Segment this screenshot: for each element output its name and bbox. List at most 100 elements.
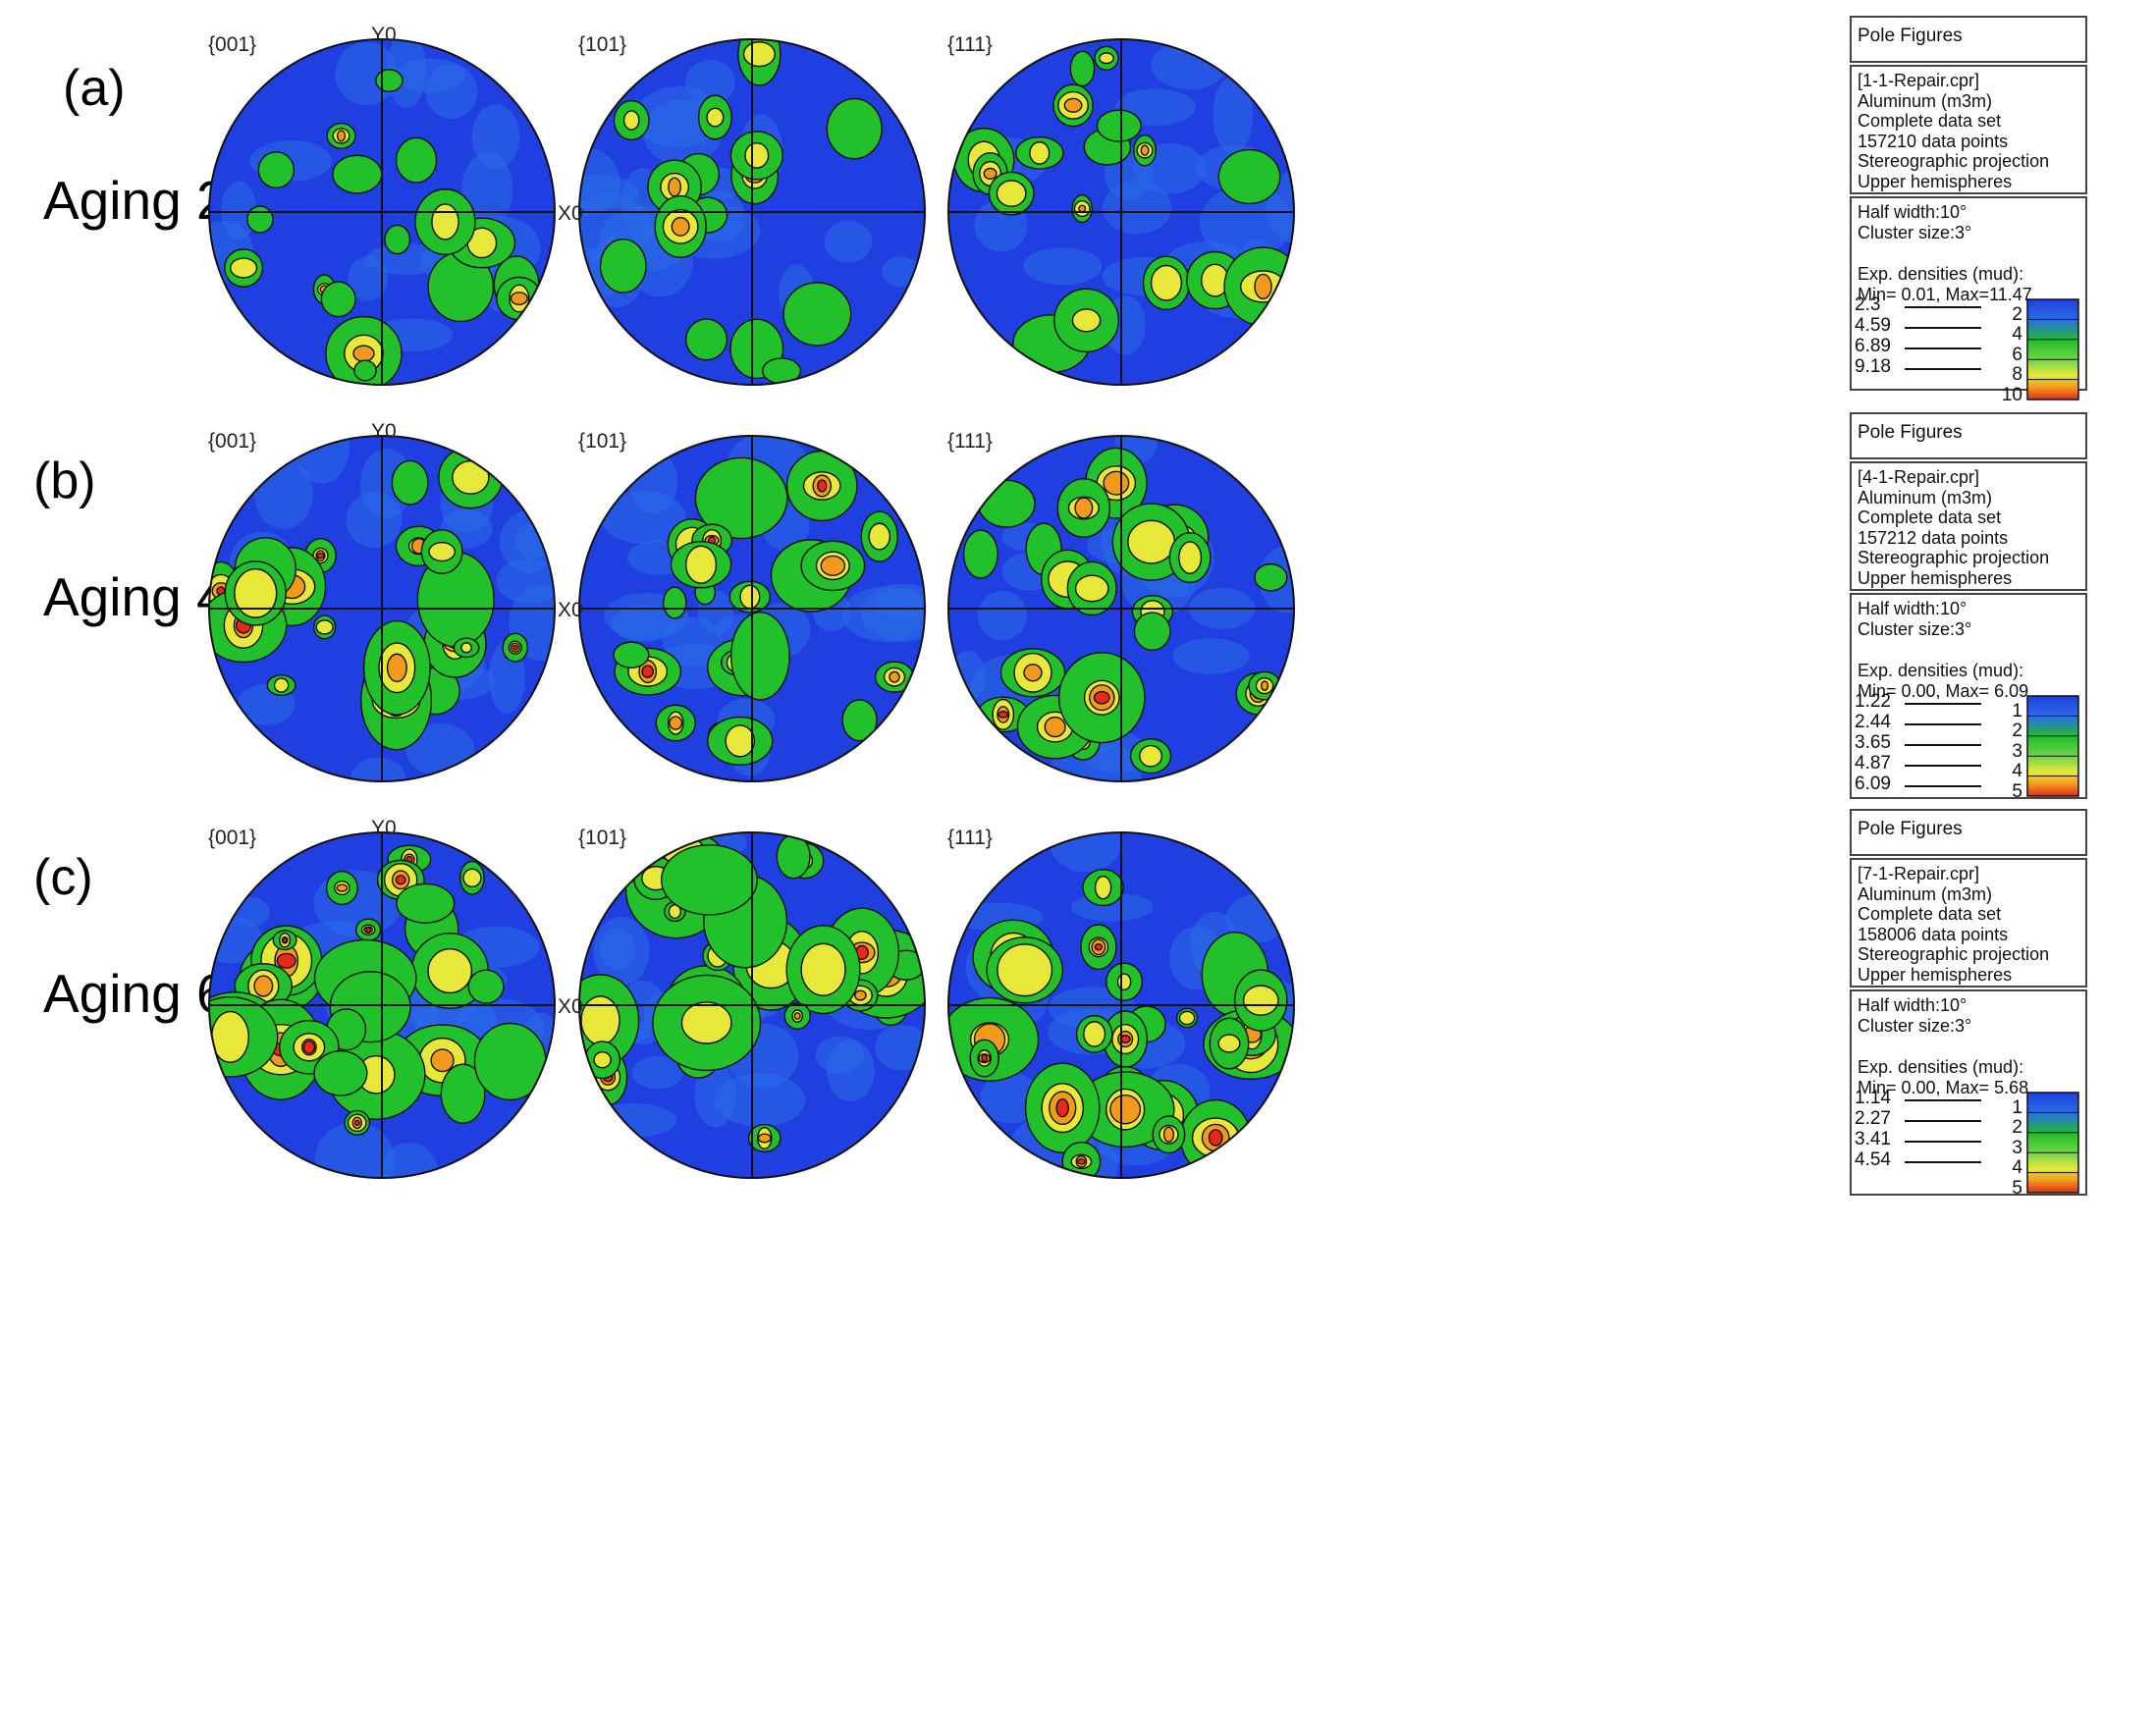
pole-figure-label: {111} bbox=[947, 430, 993, 453]
density-contour bbox=[981, 1053, 989, 1063]
density-contour bbox=[332, 154, 383, 194]
density-contour bbox=[1055, 1098, 1069, 1118]
density-contour bbox=[613, 641, 650, 668]
density-colorbar bbox=[2026, 298, 2079, 401]
density-param-line bbox=[1858, 1037, 2079, 1057]
density-contour bbox=[997, 711, 1009, 719]
box-title: Pole Figures bbox=[1858, 26, 1963, 46]
contour-level-value: 4.59 bbox=[1855, 315, 1891, 336]
density-contour bbox=[889, 670, 900, 683]
density-contour bbox=[680, 1001, 732, 1044]
density-contour bbox=[253, 975, 274, 997]
contour-level-line bbox=[1905, 744, 1981, 746]
density-param-line: Cluster size:3° bbox=[1858, 619, 1972, 639]
density-contour bbox=[1139, 744, 1163, 768]
dataset-info-line: Stereographic projection bbox=[1858, 151, 2050, 171]
density-colorbar bbox=[2026, 695, 2079, 797]
contour-level-line bbox=[1905, 1120, 1981, 1122]
contour-level-value: 3.65 bbox=[1855, 732, 1891, 753]
panel-label: (a) bbox=[63, 60, 126, 117]
density-contour bbox=[977, 479, 1036, 528]
density-contour bbox=[353, 359, 377, 382]
density-param-line: Half width:10° bbox=[1858, 599, 1967, 618]
density-contour bbox=[1094, 943, 1104, 951]
density-contour bbox=[742, 41, 776, 68]
density-contour bbox=[467, 969, 505, 1004]
density-contour bbox=[599, 238, 647, 294]
density-contour bbox=[1093, 690, 1110, 705]
y-axis-label: Y0 bbox=[371, 420, 397, 443]
density-param-line: Min= 0.00, Max= 5.68 bbox=[1858, 1078, 2029, 1097]
density-contour bbox=[997, 943, 1053, 997]
pole-figures-svg bbox=[208, 435, 1295, 782]
density-contour bbox=[800, 942, 846, 996]
density-contour bbox=[744, 141, 770, 169]
density-contour bbox=[512, 644, 518, 651]
density-contour bbox=[706, 107, 725, 128]
density-contour bbox=[1071, 308, 1102, 333]
dataset-info-box: [1-1-Repair.cpr] Aluminum (m3m) Complete d… bbox=[1850, 65, 2087, 194]
density-contour bbox=[694, 456, 788, 540]
density-contour bbox=[320, 281, 356, 318]
density-contour bbox=[395, 875, 406, 885]
density-contour bbox=[1254, 562, 1288, 592]
pole-figure-label: {111} bbox=[947, 827, 993, 849]
density-contour bbox=[353, 1119, 360, 1127]
density-contour bbox=[282, 936, 288, 943]
pole-figure-disc bbox=[579, 436, 925, 781]
dataset-info-line: Upper hemispheres bbox=[1858, 171, 2013, 191]
pole-figure-label: {001} bbox=[208, 430, 257, 453]
density-contour bbox=[1178, 541, 1203, 574]
pole-figure-label: {001} bbox=[208, 827, 257, 849]
contour-level-value: 1.14 bbox=[1855, 1088, 1891, 1108]
colorbar-fill bbox=[2026, 695, 2079, 797]
density-contour bbox=[826, 97, 883, 160]
density-contour bbox=[1099, 52, 1114, 65]
y-axis-label: Y0 bbox=[371, 817, 397, 839]
density-contour bbox=[510, 292, 528, 305]
pole-figure-disc bbox=[209, 436, 555, 781]
density-contour bbox=[820, 555, 846, 576]
colorbar-tick-label: 5 bbox=[2012, 1177, 2022, 1199]
density-contour bbox=[313, 1049, 368, 1096]
density-contour bbox=[1133, 612, 1171, 652]
density-contour bbox=[257, 151, 296, 189]
density-contour bbox=[1029, 140, 1051, 165]
contour-level-value: 2.27 bbox=[1855, 1108, 1891, 1129]
density-contour bbox=[1116, 973, 1132, 991]
contour-level-value: 3.41 bbox=[1855, 1129, 1891, 1149]
x-axis-label: X0 bbox=[558, 995, 583, 1018]
box-title: Pole Figures bbox=[1858, 819, 1963, 839]
density-contour bbox=[316, 552, 325, 560]
colorbar-tick-label: 2 bbox=[2012, 721, 2022, 742]
density-contour bbox=[1074, 497, 1094, 519]
density-contour bbox=[431, 203, 459, 240]
colorbar-tick-label: 2 bbox=[2012, 1117, 2022, 1139]
dataset-info-line: Upper hemispheres bbox=[1858, 964, 2013, 985]
box-title: Pole Figures bbox=[1858, 422, 1963, 443]
x-axis-label: X0 bbox=[558, 599, 583, 621]
density-contour bbox=[730, 612, 790, 701]
density-contour bbox=[1127, 519, 1176, 564]
density-param-line: Cluster size:3° bbox=[1858, 223, 1972, 242]
density-contour bbox=[1109, 1094, 1142, 1125]
colorbar-tick-label: 1 bbox=[2012, 701, 2022, 721]
density-contour bbox=[841, 699, 878, 742]
colorbar-fill bbox=[2026, 1092, 2079, 1194]
density-contour bbox=[962, 529, 998, 579]
density-colorbar bbox=[2026, 1092, 2079, 1194]
dataset-info-line: Upper hemispheres bbox=[1858, 567, 2013, 588]
density-param-line bbox=[1858, 640, 2079, 661]
density-contour bbox=[440, 1063, 486, 1124]
density-contour bbox=[671, 216, 690, 237]
density-contour bbox=[336, 130, 347, 142]
pole-figure-label: {101} bbox=[578, 430, 627, 453]
density-contour bbox=[1077, 1158, 1086, 1165]
dataset-info-line: Aluminum (m3m) bbox=[1858, 487, 1993, 507]
dataset-info-line: Complete data set bbox=[1858, 111, 2002, 131]
density-param-line: Half width:10° bbox=[1858, 202, 1967, 222]
dataset-info-box: [4-1-Repair.cpr] Aluminum (m3m) Complete d… bbox=[1850, 461, 2087, 591]
dataset-info-line: Complete data set bbox=[1858, 507, 2002, 527]
pole-figures-title-box: Pole Figures bbox=[1850, 809, 2087, 856]
density-contour bbox=[1254, 273, 1272, 300]
